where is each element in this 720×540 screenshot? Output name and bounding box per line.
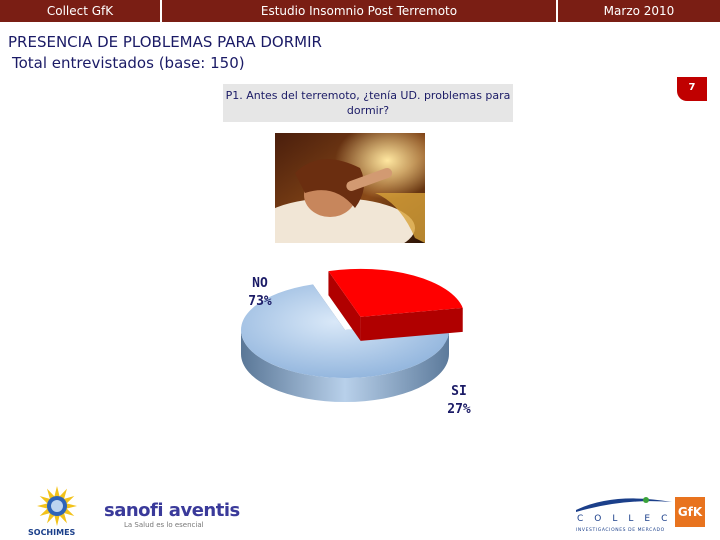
collect-swoosh-logo	[574, 494, 706, 534]
pie-slice-top	[241, 284, 449, 378]
pie-slice-cut-face	[360, 307, 463, 341]
sleeping-woman-photo	[275, 133, 425, 243]
question-text: P1. Antes del terremoto, ¿tenía UD. prob…	[225, 89, 511, 117]
collect-subtitle: INVESTIGACIONES DE MERCADO	[576, 528, 665, 533]
slice-label-no-value: 73%	[248, 294, 272, 309]
page-title: PRESENCIA DE PLOBLEMAS PARA DORMIR	[8, 33, 322, 51]
sanofi-wordmark: sanofi aventis	[104, 500, 240, 521]
gfk-logo: GfK	[675, 497, 705, 527]
pie-slice-side	[241, 330, 449, 402]
header-right: Marzo 2010	[603, 4, 675, 18]
page-subtitle: Total entrevistados (base: 150)	[12, 54, 245, 72]
pie-slice-cut-face	[328, 271, 361, 341]
sochimes-text: SOCHIMES	[28, 528, 76, 537]
slide-number: 7	[677, 77, 707, 101]
collect-wordmark: COLLECT	[577, 514, 695, 524]
header-bar	[0, 0, 720, 22]
slice-label-no-name: NO	[252, 276, 268, 291]
header-divider-right	[556, 0, 558, 22]
header-divider-left	[160, 0, 162, 22]
header-left: Collect GfK	[46, 4, 114, 18]
pie-slice-si	[328, 268, 463, 341]
sanofi-logo: sanofi aventis La Salud es lo esencial	[104, 500, 240, 529]
slice-label-si-value: 27%	[447, 402, 471, 417]
question-box: P1. Antes del terremoto, ¿tenía UD. prob…	[223, 84, 513, 122]
slice-label-si-name: SI	[451, 384, 467, 399]
header-center: Estudio Insomnio Post Terremoto	[260, 4, 458, 18]
sochimes-sun-logo	[26, 484, 88, 540]
pie-slice-top	[328, 268, 463, 317]
sanofi-tagline: La Salud es lo esencial	[124, 521, 204, 529]
